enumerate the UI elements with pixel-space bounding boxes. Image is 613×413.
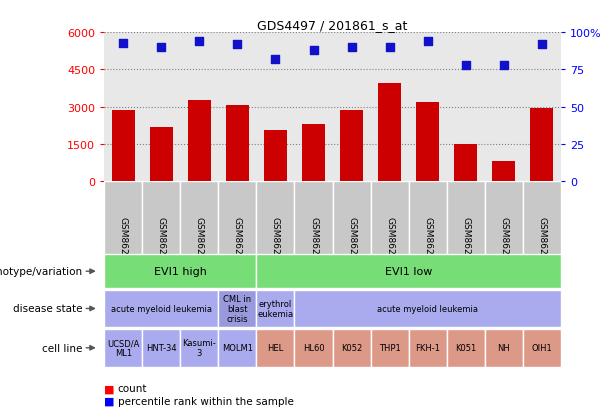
Text: count: count <box>118 383 147 393</box>
Text: GSM862832: GSM862832 <box>157 216 166 271</box>
Text: FKH-1: FKH-1 <box>415 344 440 352</box>
Bar <box>416 102 439 182</box>
Bar <box>332 329 371 367</box>
Point <box>347 45 357 51</box>
Bar <box>485 182 523 254</box>
Bar <box>218 182 256 254</box>
Text: GSM862825: GSM862825 <box>347 216 356 271</box>
Bar <box>218 290 256 328</box>
Bar <box>294 329 332 367</box>
Text: UCSD/A
ML1: UCSD/A ML1 <box>107 338 139 358</box>
Text: GSM862828: GSM862828 <box>461 216 470 271</box>
Bar <box>142 182 180 254</box>
Bar <box>104 290 218 328</box>
Point <box>270 57 280 63</box>
Text: GSM862831: GSM862831 <box>119 216 128 271</box>
Title: GDS4497 / 201861_s_at: GDS4497 / 201861_s_at <box>257 19 408 32</box>
Text: GSM862834: GSM862834 <box>233 216 242 271</box>
Bar <box>264 131 287 182</box>
Text: GSM862830: GSM862830 <box>538 216 546 271</box>
Bar <box>523 182 561 254</box>
Bar <box>447 329 485 367</box>
Bar <box>340 111 363 182</box>
Bar <box>188 101 211 182</box>
Text: HL60: HL60 <box>303 344 324 352</box>
Bar <box>142 329 180 367</box>
Point <box>118 40 128 47</box>
Point <box>423 39 433 45</box>
Bar <box>454 145 477 182</box>
Text: GSM862824: GSM862824 <box>309 216 318 271</box>
Point <box>232 42 242 48</box>
Text: MOLM1: MOLM1 <box>222 344 253 352</box>
Text: CML in
blast
crisis: CML in blast crisis <box>223 294 251 323</box>
Bar <box>409 182 447 254</box>
Bar <box>294 182 332 254</box>
Point <box>461 62 471 69</box>
Bar <box>294 290 561 328</box>
Text: EVI1 high: EVI1 high <box>154 266 207 277</box>
Text: HEL: HEL <box>267 344 284 352</box>
Text: acute myeloid leukemia: acute myeloid leukemia <box>377 304 478 313</box>
Bar <box>180 329 218 367</box>
Bar <box>112 111 135 182</box>
Bar <box>492 162 515 182</box>
Bar <box>302 125 325 182</box>
Text: ■: ■ <box>104 383 115 393</box>
Text: ■: ■ <box>104 396 115 406</box>
Bar <box>150 127 173 182</box>
Text: HNT-34: HNT-34 <box>146 344 177 352</box>
Bar <box>256 182 294 254</box>
Point <box>385 45 395 51</box>
Text: percentile rank within the sample: percentile rank within the sample <box>118 396 294 406</box>
Bar <box>180 182 218 254</box>
Bar <box>256 255 561 288</box>
Text: erythrol
eukemia: erythrol eukemia <box>257 299 294 318</box>
Text: genotype/variation: genotype/variation <box>0 266 83 277</box>
Bar <box>485 329 523 367</box>
Text: K051: K051 <box>455 344 476 352</box>
Bar <box>104 329 142 367</box>
Bar <box>256 329 294 367</box>
Text: THP1: THP1 <box>379 344 400 352</box>
Text: GSM862823: GSM862823 <box>271 216 280 271</box>
Point <box>537 42 547 48</box>
Bar <box>104 255 256 288</box>
Bar <box>218 329 256 367</box>
Text: cell line: cell line <box>42 343 83 353</box>
Bar <box>226 106 249 182</box>
Bar <box>378 84 401 182</box>
Bar <box>447 182 485 254</box>
Bar <box>256 290 294 328</box>
Text: disease state: disease state <box>13 304 83 314</box>
Text: NH: NH <box>497 344 510 352</box>
Bar <box>409 329 447 367</box>
Text: GSM862827: GSM862827 <box>423 216 432 271</box>
Text: OIH1: OIH1 <box>531 344 552 352</box>
Point <box>308 47 318 54</box>
Text: Kasumi-
3: Kasumi- 3 <box>183 338 216 358</box>
Point <box>194 39 204 45</box>
Bar <box>104 182 142 254</box>
Bar <box>332 182 371 254</box>
Bar <box>371 329 409 367</box>
Text: GSM862829: GSM862829 <box>500 216 508 271</box>
Text: GSM862826: GSM862826 <box>385 216 394 271</box>
Bar <box>371 182 409 254</box>
Text: EVI1 low: EVI1 low <box>385 266 432 277</box>
Bar <box>530 109 554 182</box>
Text: K052: K052 <box>341 344 362 352</box>
Point <box>499 62 509 69</box>
Text: GSM862833: GSM862833 <box>195 216 204 271</box>
Bar <box>523 329 561 367</box>
Text: acute myeloid leukemia: acute myeloid leukemia <box>111 304 212 313</box>
Point <box>156 45 166 51</box>
